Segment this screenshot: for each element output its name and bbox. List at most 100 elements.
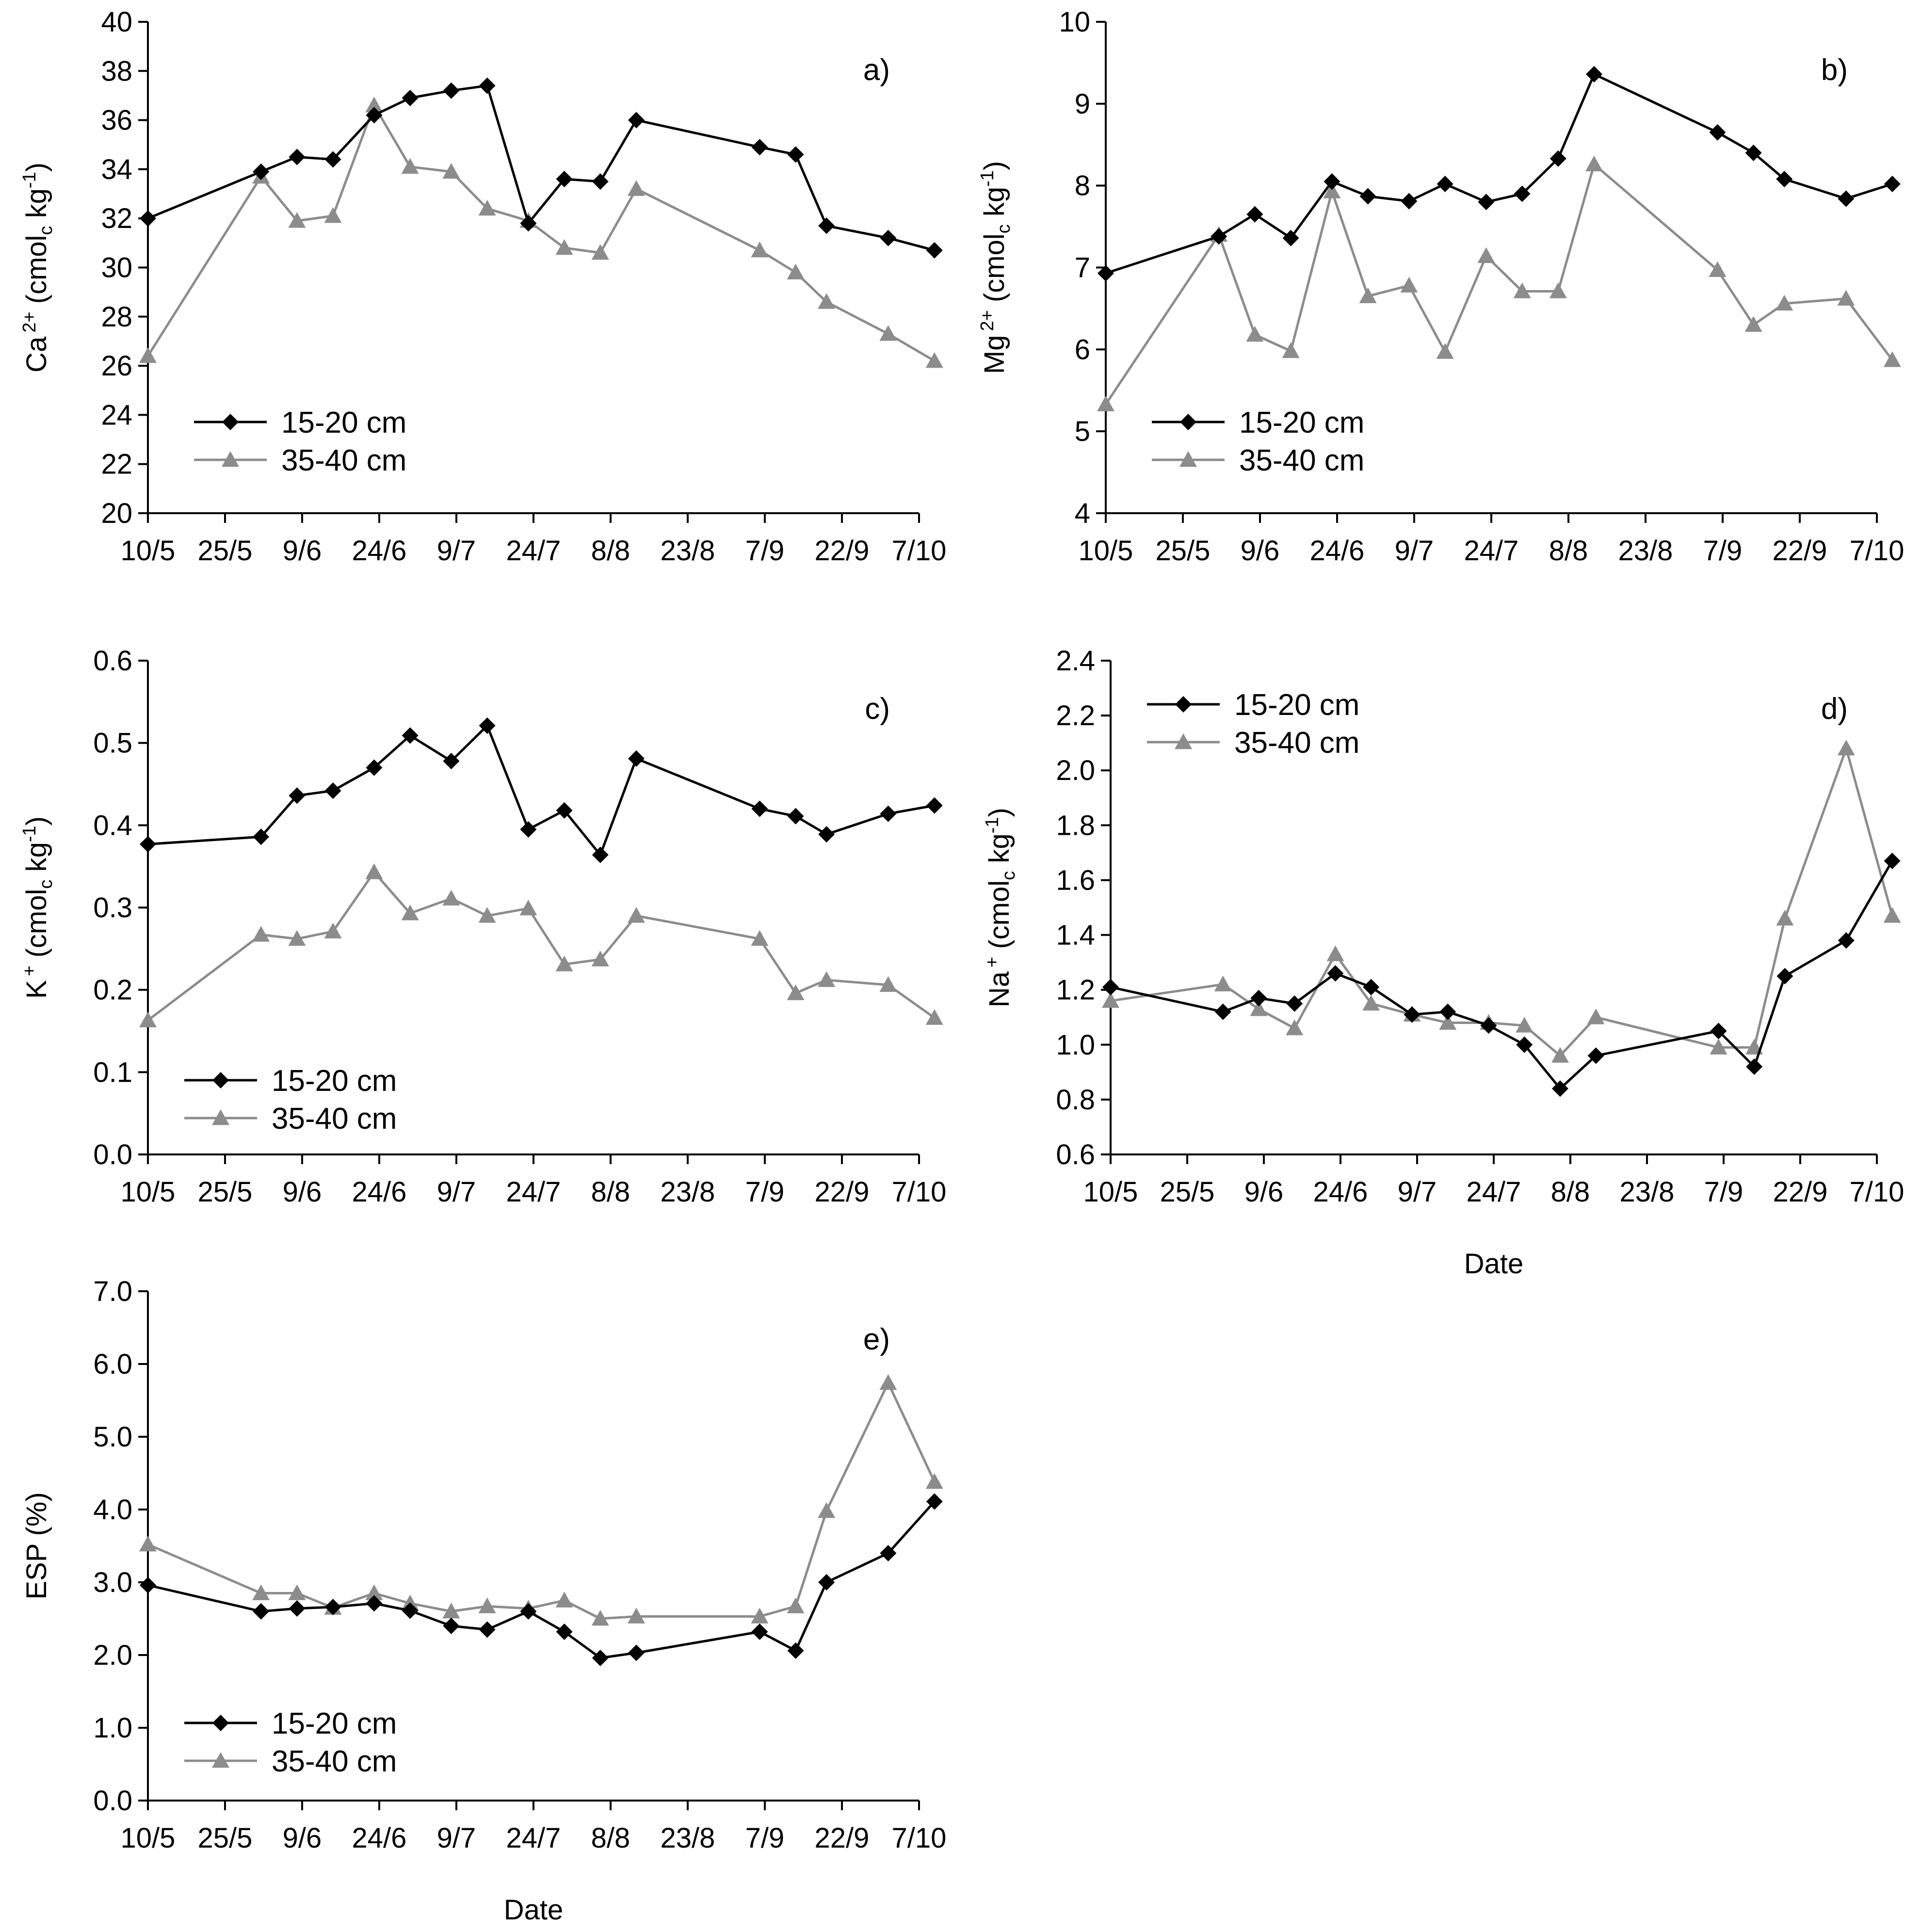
data-point-diamond	[1401, 193, 1418, 210]
y-tick-label: 1.6	[1056, 864, 1095, 896]
data-point-triangle	[139, 1011, 157, 1027]
data-point-diamond	[1838, 190, 1855, 207]
legend-marker	[222, 414, 239, 430]
chart-panel-a: 20 22 24 26 28 30 32 34 36 38 40 10/5 25/5 9/6 24/6 9/7…	[19, 6, 946, 567]
x-tick-label: 24/7	[506, 535, 561, 567]
x-tick-label: 25/5	[1160, 1176, 1215, 1208]
data-point-diamond	[1480, 1017, 1497, 1034]
panel-label: e)	[863, 1323, 890, 1356]
y-tick-label: 30	[101, 252, 132, 284]
y-tick-label: 9	[1075, 88, 1090, 120]
y-tick-label: 4	[1075, 498, 1090, 529]
y-tick-label: 0.4	[93, 810, 132, 841]
y-tick-label: 0.5	[93, 728, 132, 759]
y-tick-label: 2.4	[1056, 645, 1095, 677]
x-tick-label: 23/8	[661, 535, 715, 567]
data-point-diamond	[324, 151, 341, 168]
data-point-diamond	[818, 826, 835, 843]
data-point-triangle	[628, 907, 645, 923]
y-tick-label: 1.0	[93, 1712, 132, 1744]
data-point-diamond	[880, 229, 897, 246]
y-tick-label: 0.8	[1056, 1084, 1095, 1116]
legend-marker	[212, 1715, 229, 1731]
data-point-diamond	[324, 782, 341, 799]
data-point-triangle	[818, 971, 836, 987]
data-point-diamond	[1587, 1047, 1604, 1064]
data-point-triangle	[1246, 325, 1264, 342]
y-tick-label: 2.2	[1056, 700, 1095, 731]
data-point-diamond	[1776, 171, 1793, 188]
data-point-triangle	[751, 242, 769, 258]
data-point-diamond	[1282, 229, 1299, 246]
data-point-triangle	[591, 1610, 609, 1626]
legend-marker	[1179, 451, 1197, 467]
y-tick-label: 3.0	[93, 1567, 132, 1598]
data-point-triangle	[1710, 1039, 1727, 1055]
data-point-diamond	[1586, 66, 1602, 83]
y-tick-label: 0.1	[93, 1056, 132, 1088]
data-point-triangle	[1776, 294, 1793, 311]
data-point-diamond	[751, 139, 768, 156]
data-point-diamond	[253, 1603, 270, 1620]
data-point-diamond	[818, 1574, 835, 1591]
chart-panel-b: 4 5 6 7 8 9 10 10/5 25/5 9/6 24/6 9/7 24/7 8/8 23/8 7/9…	[977, 6, 1904, 567]
x-tick-label: 8/8	[591, 1822, 630, 1854]
data-point-triangle	[591, 950, 609, 967]
data-point-triangle	[1837, 739, 1855, 756]
data-point-diamond	[751, 1624, 768, 1640]
data-point-triangle	[879, 1374, 897, 1390]
data-point-triangle	[1477, 247, 1495, 263]
data-point-triangle	[751, 930, 769, 946]
data-point-triangle	[787, 984, 805, 1000]
legend-marker	[222, 451, 239, 467]
x-tick-label: 9/6	[1244, 1176, 1284, 1208]
data-point-diamond	[818, 217, 835, 234]
data-point-diamond	[366, 107, 383, 124]
x-tick-label: 9/7	[437, 1176, 476, 1208]
data-point-triangle	[1400, 276, 1418, 293]
data-point-triangle	[591, 244, 609, 260]
data-point-diamond	[1514, 185, 1531, 202]
data-point-triangle	[1776, 909, 1794, 926]
data-point-diamond	[140, 836, 156, 853]
data-point-diamond	[1745, 145, 1762, 162]
x-tick-label: 25/5	[198, 1822, 253, 1854]
data-point-diamond	[1250, 990, 1267, 1007]
y-tick-label: 6.0	[93, 1348, 132, 1380]
x-tick-label: 24/6	[352, 1176, 407, 1208]
x-tick-label: 24/7	[1464, 535, 1519, 567]
x-tick-label: 9/7	[1395, 535, 1434, 567]
data-point-diamond	[628, 750, 645, 767]
x-tick-label: 24/7	[506, 1176, 561, 1208]
data-point-diamond	[1439, 1003, 1456, 1020]
data-point-diamond	[402, 90, 419, 107]
data-point-diamond	[880, 1545, 897, 1561]
chart-panel-e: 0.0 1.0 2.0 3.0 4.0 5.0 6.0 7.0 10/5 25/5 9/6 24/6 9…	[21, 1276, 946, 1926]
data-point-diamond	[1324, 173, 1340, 190]
x-tick-label: 24/6	[1310, 535, 1365, 567]
data-point-triangle	[1837, 290, 1855, 306]
data-point-diamond	[1327, 965, 1344, 982]
x-tick-label: 22/9	[815, 1822, 870, 1854]
y-tick-label: 10	[1059, 6, 1090, 38]
data-point-triangle	[478, 199, 496, 216]
y-tick-label: 20	[101, 498, 132, 529]
data-point-triangle	[519, 899, 537, 916]
x-tick-label: 10/5	[121, 1822, 176, 1854]
data-point-triangle	[628, 1607, 645, 1624]
x-tick-label: 24/7	[1467, 1176, 1521, 1208]
data-point-triangle	[1513, 282, 1531, 298]
data-point-triangle	[1883, 351, 1901, 367]
data-point-diamond	[443, 82, 460, 99]
panel-label: a)	[863, 53, 890, 87]
legend-label: 35-40 cm	[1239, 444, 1364, 477]
data-point-triangle	[787, 1597, 805, 1613]
data-point-triangle	[1326, 945, 1344, 961]
data-point-triangle	[751, 1607, 769, 1624]
y-tick-label: 2.0	[93, 1640, 132, 1671]
y-axis-title: Mg2+ (cmolc kg-1)	[977, 161, 1014, 374]
data-point-triangle	[1323, 182, 1341, 198]
data-point-diamond	[787, 146, 804, 163]
legend: 15-20 cm 35-40 cm	[1152, 406, 1364, 477]
x-tick-label: 24/6	[352, 535, 407, 567]
